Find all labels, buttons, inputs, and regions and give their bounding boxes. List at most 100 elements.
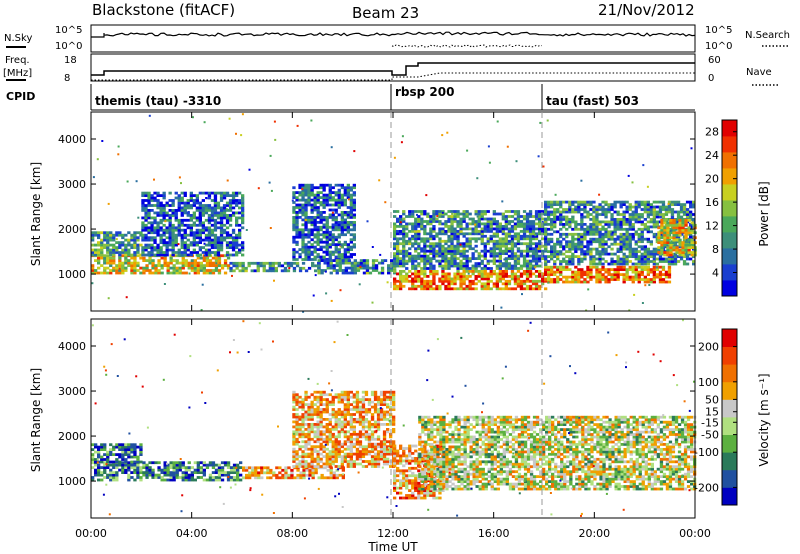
data-speckle <box>627 174 630 177</box>
data-cell-0-0 <box>196 271 200 275</box>
data-cell-0-7 <box>483 257 487 260</box>
data-cell-0-7 <box>450 239 454 243</box>
data-cell-0-9 <box>649 242 653 246</box>
data-cell-0-9 <box>568 250 572 253</box>
data-cell-0-4 <box>343 255 347 259</box>
data-cell-0-9 <box>553 255 557 258</box>
data-cell-0-7 <box>426 239 430 243</box>
data-cell-1-2 <box>248 476 252 480</box>
data-cell-0-9 <box>649 260 653 263</box>
data-cell-0-7 <box>513 259 518 263</box>
data-cell-0-7 <box>522 227 527 231</box>
data-cell-1-0 <box>112 471 116 474</box>
data-cell-0-4 <box>301 186 305 190</box>
data-cell-0-7 <box>438 232 442 236</box>
data-cell-0-2 <box>147 221 151 225</box>
data-cell-0-8 <box>604 268 608 271</box>
data-cell-0-7 <box>396 237 400 241</box>
data-cell-0-1 <box>112 246 116 249</box>
data-cell-0-8 <box>583 270 587 274</box>
data-cell-0-4 <box>301 235 305 239</box>
data-cell-0-3 <box>311 261 315 265</box>
data-cell-0-9 <box>622 210 626 214</box>
data-cell-0-7 <box>450 217 454 221</box>
data-cell-0-7 <box>538 254 542 258</box>
data-cell-0-9 <box>655 220 659 224</box>
data-cell-0-7 <box>423 267 427 270</box>
data-cell-0-2 <box>165 211 169 215</box>
data-cell-0-2 <box>192 221 196 225</box>
data-cell-1-1 <box>115 458 119 461</box>
data-speckle <box>330 299 333 302</box>
data-cell-0-2 <box>222 196 227 200</box>
data-cell-0-4 <box>316 235 320 239</box>
data-cell-1-0 <box>239 478 243 482</box>
data-cell-0-7 <box>399 225 403 228</box>
data-cell-0-9 <box>595 205 599 209</box>
data-cell-0-2 <box>201 211 205 215</box>
data-cell-0-2 <box>213 253 218 257</box>
data-cell-0-4 <box>307 216 311 219</box>
data-cell-0-7 <box>444 254 448 258</box>
data-cell-0-2 <box>168 223 172 227</box>
data-cell-0-7 <box>498 252 502 255</box>
data-cell-0-0 <box>139 256 143 260</box>
data-cell-1-0 <box>163 468 167 472</box>
data-cell-0-8 <box>547 265 551 269</box>
data-cell-0-7 <box>456 262 460 265</box>
data-cell-1-3 <box>325 398 329 401</box>
data-cell-0-4 <box>319 228 323 232</box>
data-cell-0-9 <box>553 230 557 234</box>
data-cell-0-7 <box>426 244 430 248</box>
data-cell-0-6 <box>402 275 406 278</box>
data-cell-0-2 <box>219 206 224 210</box>
data-cell-1-1 <box>133 450 137 454</box>
data-cell-0-2 <box>183 236 187 240</box>
data-cell-0-7 <box>405 234 409 238</box>
data-cell-0-9 <box>547 242 551 246</box>
data-cell-1-1 <box>91 460 95 464</box>
data-cell-1-0 <box>178 466 182 469</box>
data-cell-0-7 <box>456 247 460 251</box>
data-cell-0-6 <box>534 279 539 283</box>
data-cell-1-0 <box>118 463 122 467</box>
data-speckle <box>225 208 228 211</box>
data-cell-0-7 <box>531 254 536 258</box>
data-cell-1-0 <box>166 478 170 482</box>
data-cell-1-3 <box>301 460 305 463</box>
data-cell-0-6 <box>522 279 527 283</box>
data-cell-0-9 <box>562 208 566 211</box>
data-cell-0-6 <box>519 284 524 288</box>
data-cell-0-7 <box>480 227 484 231</box>
data-cell-0-5 <box>380 266 385 270</box>
data-cell-0-4 <box>313 201 317 204</box>
data-cell-0-2 <box>204 204 209 207</box>
data-cell-0-8 <box>562 265 566 269</box>
data-cell-0-0 <box>217 259 222 262</box>
data-cell-0-6 <box>468 275 472 278</box>
data-cell-0-9 <box>583 230 587 234</box>
data-cell-0-2 <box>165 214 169 217</box>
data-cell-0-8 <box>574 270 578 274</box>
data-cell-0-4 <box>307 228 311 232</box>
data-cell-0-7 <box>417 257 421 260</box>
data-cell-0-7 <box>465 244 469 248</box>
data-cell-1-0 <box>220 471 225 474</box>
data-cell-0-5 <box>359 261 364 265</box>
data-cell-0-2 <box>213 211 218 215</box>
data-cell-0-7 <box>489 227 493 231</box>
data-cell-0-5 <box>387 269 391 272</box>
data-cell-0-7 <box>435 212 439 216</box>
data-cell-0-6 <box>411 287 415 291</box>
data-cell-0-9 <box>547 237 551 241</box>
data-cell-0-7 <box>504 239 508 243</box>
data-cell-0-7 <box>534 237 539 241</box>
data-cell-0-9 <box>559 250 563 253</box>
data-cell-0-0 <box>220 266 225 270</box>
data-cell-0-10 <box>687 228 691 232</box>
data-cell-0-1 <box>97 233 101 237</box>
data-cell-0-2 <box>216 243 221 247</box>
data-cell-0-10 <box>660 246 664 249</box>
data-cell-1-1 <box>103 453 107 456</box>
data-cell-0-7 <box>471 252 475 255</box>
